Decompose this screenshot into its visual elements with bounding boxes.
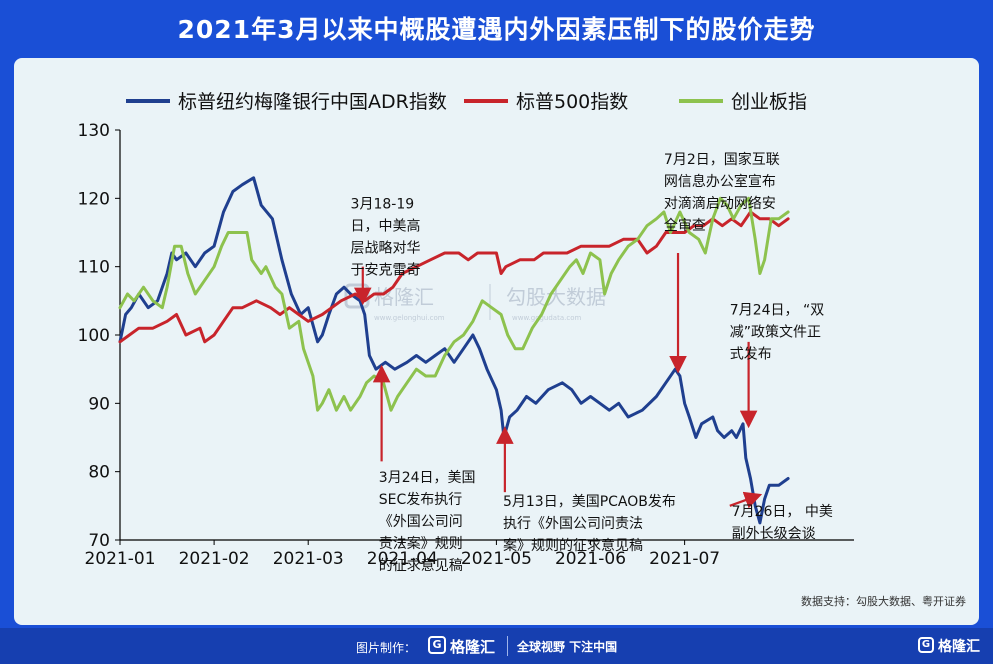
x-tick-label: 2021-07: [649, 549, 720, 569]
annotation-text-0: 日，中美高: [351, 218, 421, 235]
source-note: 数据支持：勾股大数据、粤开证券: [801, 594, 966, 608]
footer-divider: [507, 636, 508, 656]
legend: 标普纽约梅隆银行中国ADR指数 标普500指数 创业板指: [126, 91, 807, 113]
annotation-text-1: 责法案》规则: [379, 535, 463, 552]
watermark-left-url: www.gelonghui.com: [374, 314, 445, 322]
series-line-1: [118, 210, 790, 344]
brand-name: 格隆汇: [450, 638, 496, 656]
y-tick-label: 130: [78, 121, 110, 141]
y-tick-label: 110: [78, 258, 110, 278]
watermark-right-url: www.gogudata.com: [512, 314, 581, 322]
line-chart: 格隆汇 www.gelonghui.com 勾股大数据 www.gogudata…: [78, 91, 966, 608]
annotation-text-5: 7月26日， 中美: [732, 504, 833, 520]
annotation-text-0: 层战略对华: [351, 241, 421, 257]
annotation-text-3: 7月2日，国家互联: [664, 151, 780, 168]
annotation-text-5: 副外长级会谈: [732, 526, 816, 542]
footer: 图片制作： G 格隆汇 全球视野 下注中国 G 格隆汇: [0, 628, 993, 664]
y-tick-label: 90: [88, 394, 110, 414]
annotation-text-0: 于安克雷奇: [351, 262, 421, 279]
made-by-label: 图片制作：: [356, 641, 417, 655]
annotation-text-3: 全审查: [664, 217, 706, 234]
annotation-text-4: 减”政策文件正: [730, 324, 821, 341]
x-tick-label: 2021-05: [461, 549, 532, 569]
annotation-text-1: 的征求意见稿: [379, 557, 463, 574]
x-tick-label: 2021-06: [555, 549, 626, 569]
annotation-text-2: 5月13日，美国PCAOB发布: [503, 494, 676, 510]
y-tick-label: 100: [78, 326, 110, 346]
annotation-text-1: 《外国公司问: [379, 514, 463, 530]
legend-label-1: 标普500指数: [516, 91, 628, 113]
brand-logo-icon: G: [428, 636, 446, 654]
annotation-text-2: 执行《外国公司问责法: [503, 516, 643, 532]
x-tick-label: 2021-02: [179, 549, 250, 569]
corner-brand: 格隆汇: [938, 639, 980, 655]
corner-logo-icon: G: [918, 637, 934, 653]
x-tick-label: 2021-04: [367, 549, 438, 569]
annotation-text-4: 7月24日， “双: [730, 303, 824, 319]
annotation-text-4: 式发布: [730, 347, 772, 363]
annotation-text-3: 网信息办公室宣布: [664, 173, 776, 190]
legend-label-0: 标普纽约梅隆银行中国ADR指数: [178, 91, 447, 113]
y-tick-label: 80: [88, 463, 110, 483]
x-tick-label: 2021-01: [84, 549, 155, 569]
y-tick-label: 120: [78, 189, 110, 209]
watermark: 格隆汇 www.gelonghui.com 勾股大数据 www.gogudata…: [344, 283, 606, 322]
page-title: 2021年3月以来中概股遭遇内外因素压制下的股价走势: [177, 15, 816, 44]
annotation-text-3: 对滴滴启动网络安: [664, 195, 776, 212]
chart-card: 格隆汇 www.gelonghui.com 勾股大数据 www.gogudata…: [14, 58, 979, 625]
y-tick-label: 70: [88, 531, 110, 551]
series-line-0: [118, 176, 790, 525]
brand-slogan: 全球视野 下注中国: [517, 640, 618, 654]
annotation-text-0: 3月18-19: [351, 197, 415, 213]
watermark-left: 格隆汇: [374, 285, 434, 309]
legend-label-2: 创业板指: [731, 91, 807, 113]
annotation-arrow-5: [729, 491, 763, 509]
x-tick-label: 2021-03: [273, 549, 344, 569]
series-line-2: [118, 196, 790, 412]
annotation-text-2: 案》规则的征求意见稿: [503, 537, 643, 554]
annotation-text-1: 3月24日，美国: [379, 470, 476, 486]
annotation-text-1: SEC发布执行: [379, 492, 463, 508]
